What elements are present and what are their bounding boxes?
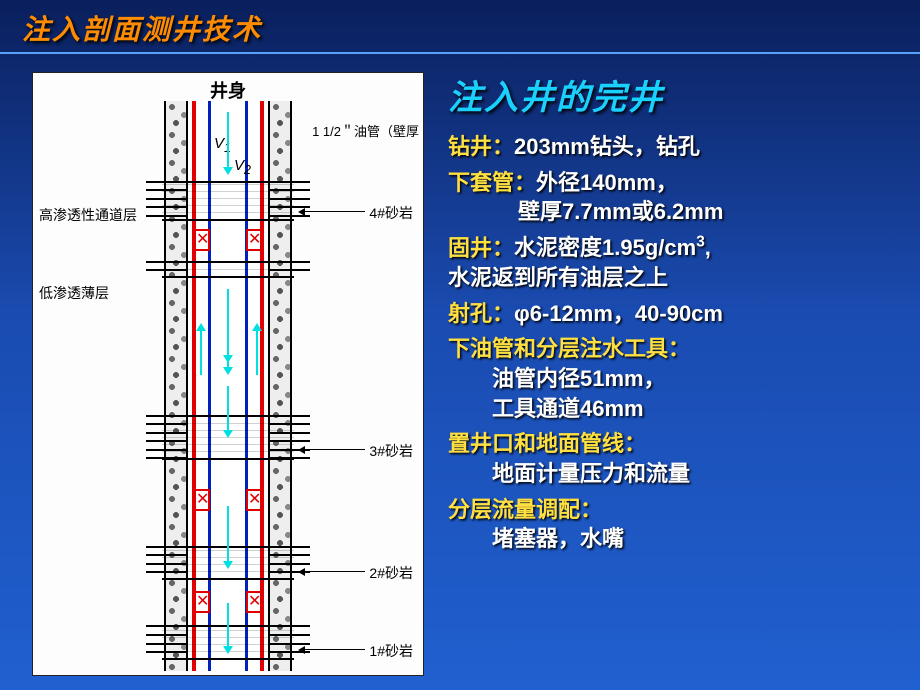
sand-label-2: 2#砂岩 [369, 563, 413, 583]
perforation-tick [146, 189, 188, 191]
value-drilling: 203mm钻头，钻孔 [514, 134, 700, 159]
item-tubing-tools: 下油管和分层注水工具： 油管内径51mm， 工具通道46mm [448, 334, 900, 423]
sand-label-4: 4#砂岩 [369, 203, 413, 223]
label-drilling: 钻井： [448, 134, 514, 159]
item-casing: 下套管：外径140mm， 壁厚7.7mm或6.2mm [448, 168, 900, 227]
item-drilling: 钻井：203mm钻头，钻孔 [448, 132, 900, 162]
perforation-tick [146, 269, 188, 271]
perforation-tick [268, 269, 310, 271]
lead-2 [305, 571, 365, 572]
perforation-tick [146, 571, 188, 573]
wellbore-diagram: 井身 高渗透性通道层 低渗透薄层 1 1/2＂油管（壁厚 V1 V2 ✕✕✕✕✕… [32, 72, 424, 676]
perforation-tick [268, 181, 310, 183]
perforation-tick [146, 449, 188, 451]
value-flow-alloc: 堵塞器，水嘴 [448, 524, 900, 554]
label-wellhead: 置井口和地面管线： [448, 431, 646, 456]
perforation-tick [268, 189, 310, 191]
perforation-tick [268, 198, 310, 200]
perforation-tick [146, 643, 188, 645]
perforation-tick [146, 634, 188, 636]
perforation-tick [146, 457, 188, 459]
perforation-tick [268, 554, 310, 556]
perforation-tick [146, 215, 188, 217]
flow-arrow-down [227, 386, 229, 432]
sand-label-1: 1#砂岩 [369, 641, 413, 661]
slide-title: 注入剖面测井技术 [22, 14, 262, 45]
perforation-tick [268, 634, 310, 636]
packer: ✕ [246, 229, 262, 251]
perforation-tick [268, 415, 310, 417]
item-wellhead: 置井口和地面管线： 地面计量压力和流量 [448, 429, 900, 488]
perforation-tick [268, 440, 310, 442]
sand-label-3: 3#砂岩 [369, 441, 413, 461]
perforation-tick [146, 206, 188, 208]
value-tubing-2: 工具通道46mm [448, 394, 900, 424]
diagram-title: 井身 [210, 77, 246, 103]
section-title: 注入井的完井 [448, 76, 900, 122]
packer: ✕ [246, 591, 262, 613]
label-perforation: 射孔： [448, 301, 514, 326]
perforation-tick [146, 432, 188, 434]
perforation-tick [146, 423, 188, 425]
label-low-perm: 低渗透薄层 [39, 283, 109, 303]
flow-arrow-down [227, 506, 229, 563]
item-perforation: 射孔：φ6-12mm，40-90cm [448, 299, 900, 329]
value-cement-2: 水泥返到所有油层之上 [448, 263, 900, 293]
label-casing: 下套管： [448, 170, 536, 195]
flow-arrow-up [200, 329, 202, 375]
flow-arrow-down [227, 603, 229, 649]
value-cement-1: 水泥密度1.95g/cm3, [514, 235, 711, 260]
item-cementing: 固井：水泥密度1.95g/cm3, 水泥返到所有油层之上 [448, 233, 900, 293]
perforation-tick [146, 546, 188, 548]
label-cementing: 固井： [448, 235, 514, 260]
perforation-tick [268, 643, 310, 645]
flow-arrow-down [227, 312, 229, 369]
packer: ✕ [194, 591, 210, 613]
value-casing-2: 壁厚7.7mm或6.2mm [448, 197, 900, 227]
perforation-tick [146, 625, 188, 627]
perforation-tick [268, 625, 310, 627]
perforation-tick [268, 261, 310, 263]
lead-1 [305, 649, 365, 650]
item-flow-alloc: 分层流量调配： 堵塞器，水嘴 [448, 495, 900, 554]
perforation-tick [268, 457, 310, 459]
flow-arrow-up [256, 329, 258, 375]
packer: ✕ [246, 489, 262, 511]
value-wellhead: 地面计量压力和流量 [448, 459, 900, 489]
label-high-perm: 高渗透性通道层 [39, 205, 137, 225]
flow-arrow-down [227, 112, 229, 169]
perforation-tick [146, 440, 188, 442]
packer: ✕ [194, 489, 210, 511]
label-flow-alloc: 分层流量调配： [448, 497, 602, 522]
perforation-tick [268, 546, 310, 548]
perforation-tick [268, 432, 310, 434]
value-casing-1: 外径140mm， [536, 170, 678, 195]
perforation-tick [268, 423, 310, 425]
perforation-tick [146, 554, 188, 556]
value-tubing-1: 油管内径51mm， [448, 364, 900, 394]
value-perforation: φ6-12mm，40-90cm [514, 301, 723, 326]
perforation-tick [146, 181, 188, 183]
perforation-tick [146, 198, 188, 200]
main-area: 井身 高渗透性通道层 低渗透薄层 1 1/2＂油管（壁厚 V1 V2 ✕✕✕✕✕… [0, 54, 920, 676]
lead-4 [305, 211, 365, 212]
lead-3 [305, 449, 365, 450]
packer: ✕ [194, 229, 210, 251]
perforation-tick [146, 563, 188, 565]
perforation-tick [146, 261, 188, 263]
perforation-tick [146, 415, 188, 417]
perforation-tick [268, 563, 310, 565]
label-tubing-spec: 1 1/2＂油管（壁厚 [312, 121, 419, 140]
label-tubing-tools: 下油管和分层注水工具： [448, 336, 690, 361]
perforation-tick [146, 651, 188, 653]
content-column: 注入井的完井 钻井：203mm钻头，钻孔 下套管：外径140mm， 壁厚7.7m… [448, 72, 900, 676]
v-label-2: V2 [234, 157, 251, 177]
